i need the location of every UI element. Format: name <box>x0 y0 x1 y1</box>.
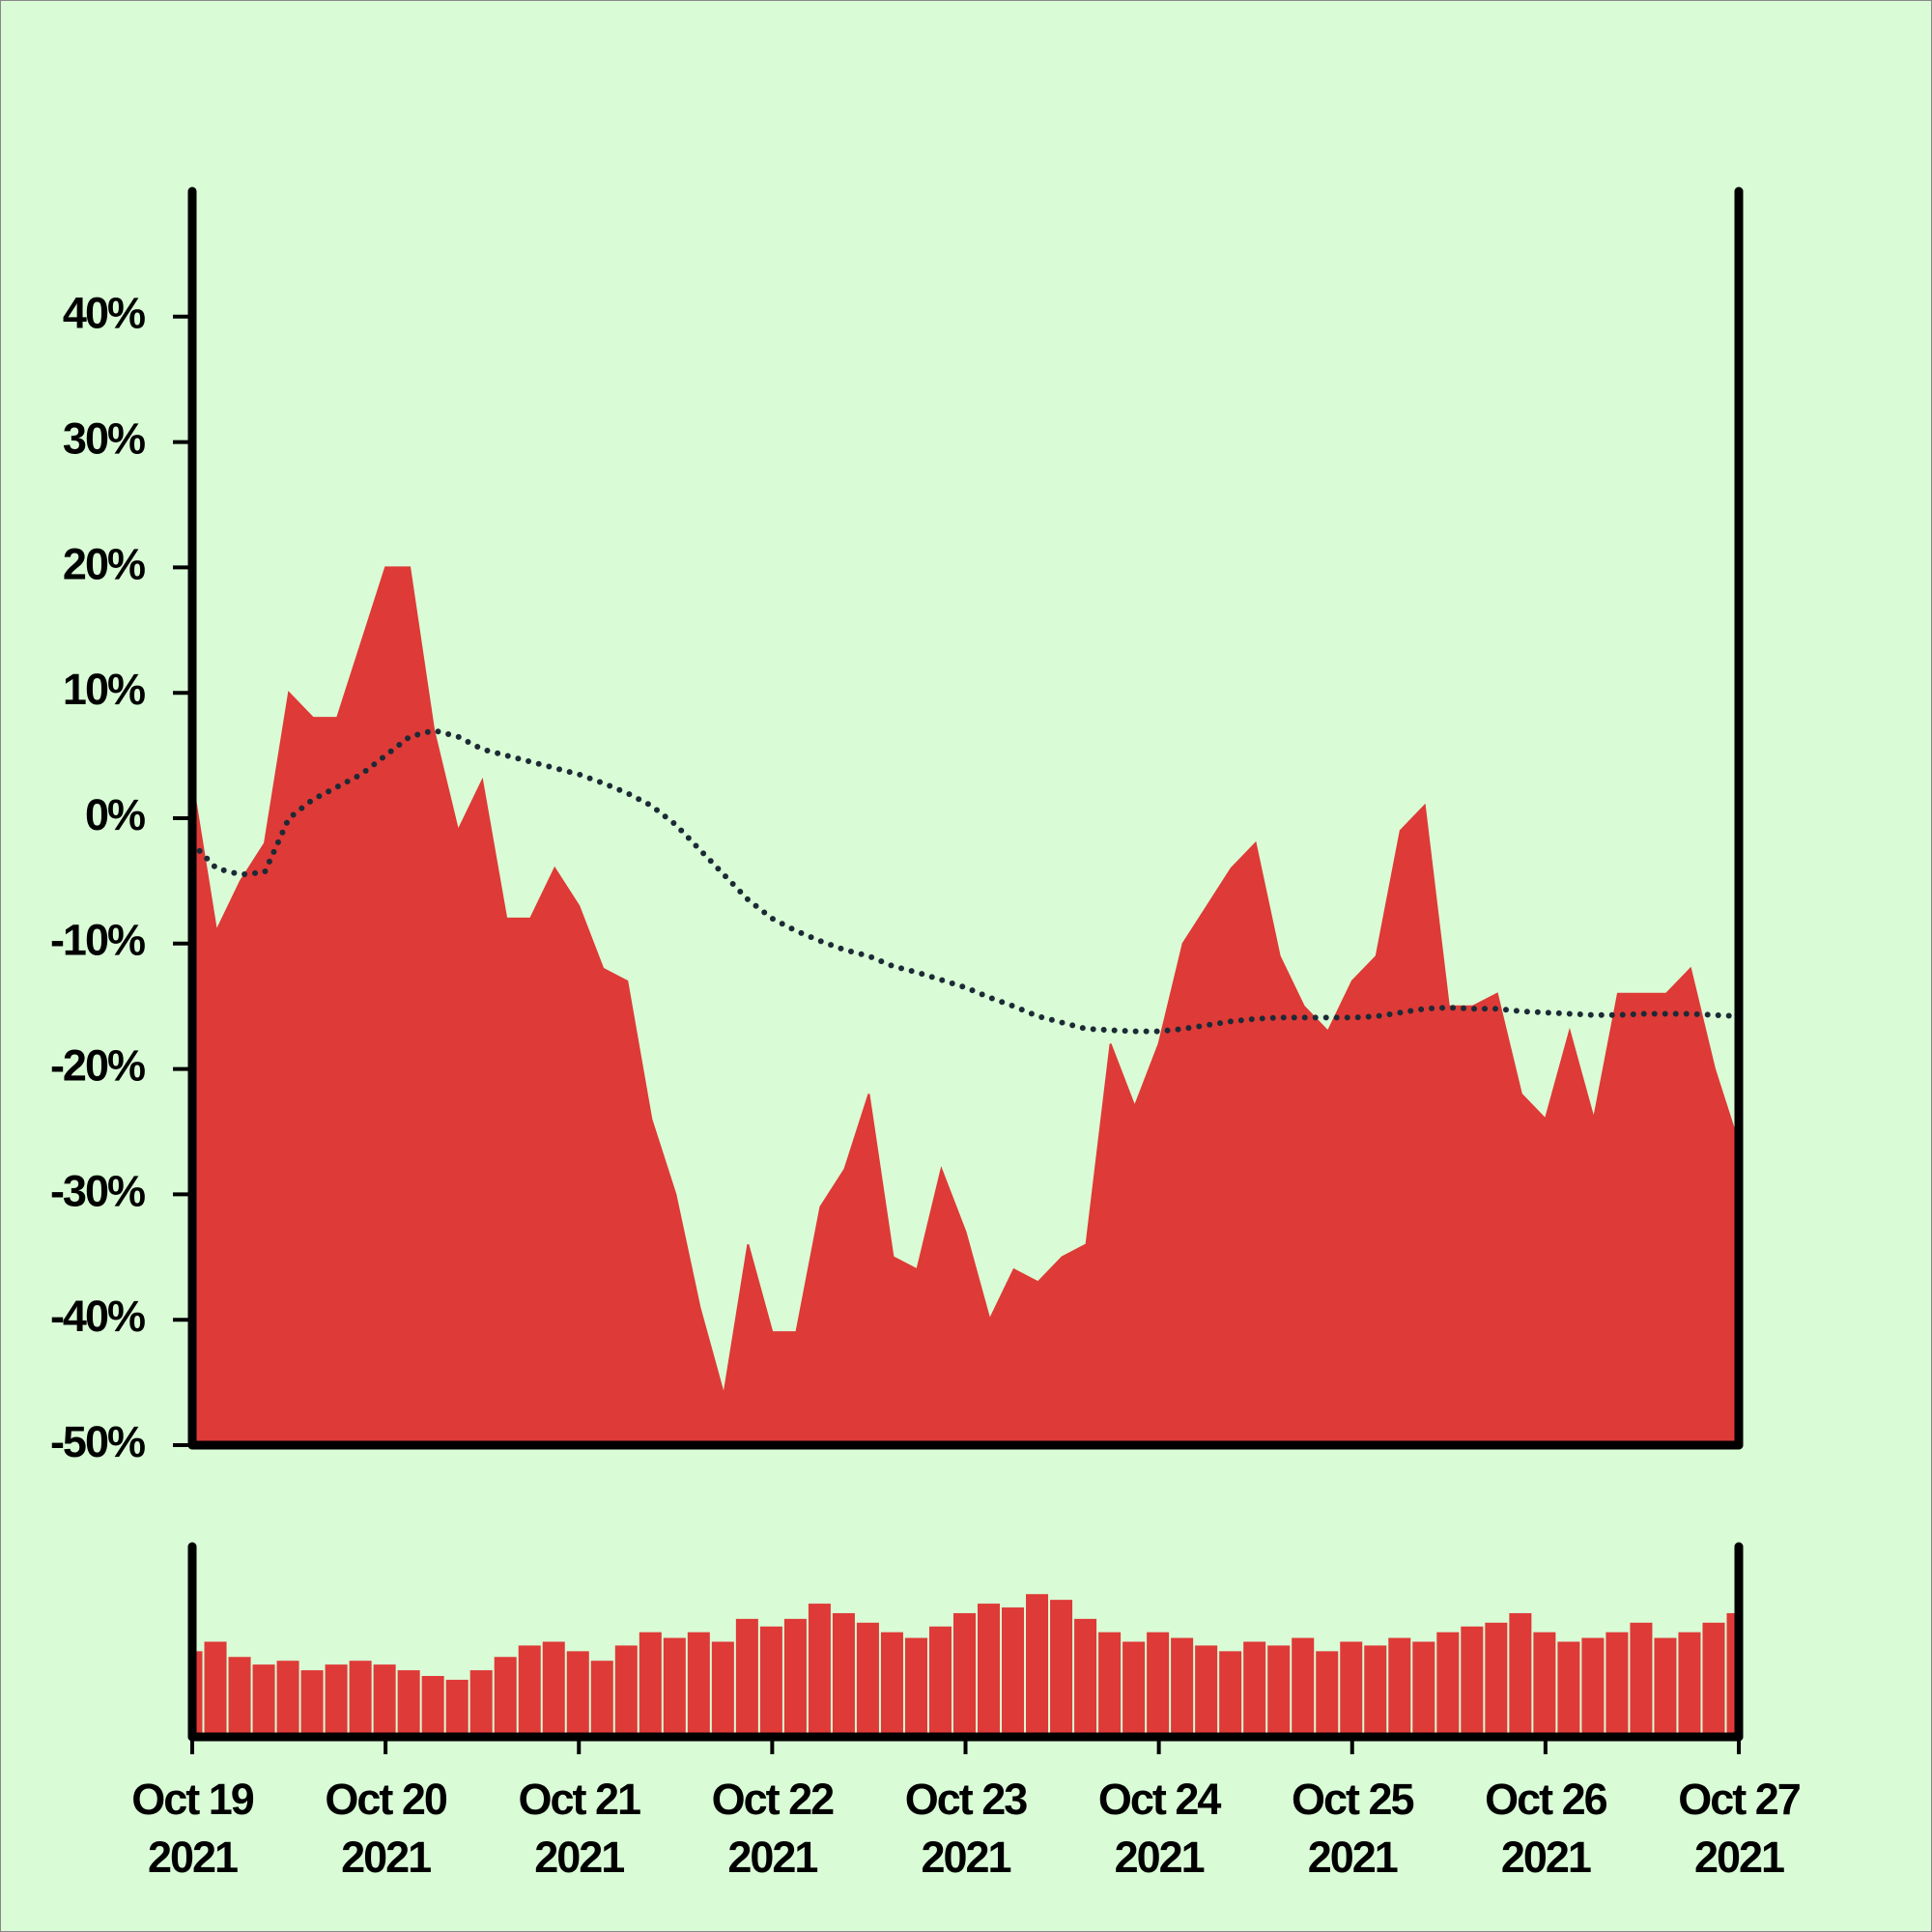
volume-bar <box>494 1657 517 1737</box>
volume-bar <box>1147 1632 1170 1737</box>
volume-bar <box>1219 1651 1242 1737</box>
volume-bar <box>1702 1622 1725 1737</box>
volume-bar <box>228 1657 251 1737</box>
volume-bar <box>252 1664 275 1737</box>
x-tick-label: Oct 27 <box>1678 1775 1801 1824</box>
volume-bar <box>1122 1641 1146 1737</box>
volume-bar <box>1605 1632 1629 1737</box>
volume-bar <box>325 1664 348 1737</box>
x-tick-label: Oct 22 <box>712 1775 835 1824</box>
volume-bar <box>276 1661 299 1737</box>
x-tick-label: 2021 <box>1115 1833 1205 1882</box>
area <box>191 566 1740 1446</box>
volume-bar <box>928 1626 952 1737</box>
x-tick-label: Oct 21 <box>518 1775 640 1824</box>
volume-bar <box>300 1670 324 1737</box>
volume-bar <box>1461 1626 1484 1737</box>
volume-bar <box>469 1670 493 1737</box>
volume-bar <box>614 1645 638 1737</box>
y-tick-label: -10% <box>50 916 145 965</box>
volume-bar <box>1243 1641 1266 1737</box>
y-tick-label: 0% <box>85 790 145 839</box>
volume-bar <box>832 1612 855 1737</box>
volume-bar <box>1340 1641 1363 1737</box>
y-tick-label: 20% <box>63 539 145 588</box>
volume-bar <box>856 1622 879 1737</box>
volume-bar <box>1678 1632 1701 1737</box>
volume-bar <box>711 1641 734 1737</box>
volume-bar <box>1267 1645 1291 1737</box>
volume-bar <box>192 1651 203 1737</box>
volume-bar <box>952 1612 977 1737</box>
y-tick-label: -50% <box>50 1417 145 1466</box>
volume-bar <box>373 1664 396 1737</box>
x-tick-label: 2021 <box>148 1833 238 1882</box>
volume-bar <box>1364 1645 1387 1737</box>
x-tick-label: 2021 <box>534 1833 624 1882</box>
volume-panel <box>192 1594 1739 1737</box>
volume-bar <box>687 1632 710 1737</box>
x-tick-label: Oct 26 <box>1485 1775 1607 1824</box>
volume-bar <box>1002 1607 1025 1737</box>
x-tick-label: Oct 19 <box>131 1775 254 1824</box>
volume-bar <box>1581 1637 1605 1737</box>
volume-bar <box>349 1661 372 1737</box>
volume-bar <box>1630 1622 1653 1737</box>
volume-bar <box>1509 1612 1532 1737</box>
volume-bar <box>1195 1645 1218 1737</box>
volume-bar <box>808 1604 831 1737</box>
x-tick-label: 2021 <box>921 1833 1010 1882</box>
x-tick-label: 2021 <box>1694 1833 1784 1882</box>
y-tick-label: -40% <box>50 1292 145 1341</box>
volume-bar <box>1074 1618 1097 1737</box>
volume-bar <box>542 1641 565 1737</box>
volume-bar <box>978 1604 1001 1737</box>
y-tick-label: 10% <box>63 665 145 714</box>
volume-bar <box>880 1632 903 1737</box>
volume-bar <box>1171 1637 1194 1737</box>
x-tick-label: 2021 <box>1308 1833 1398 1882</box>
volume-bar <box>518 1645 541 1737</box>
x-tick-label: Oct 23 <box>905 1775 1028 1824</box>
volume-bar <box>1485 1622 1508 1737</box>
volume-bar <box>783 1618 807 1737</box>
volume-bar <box>566 1651 589 1737</box>
volume-bar <box>1098 1632 1122 1737</box>
volume-bar <box>735 1618 758 1737</box>
volume-bar <box>1533 1632 1556 1737</box>
volume-bar <box>663 1637 686 1737</box>
x-tick-label: 2021 <box>727 1833 817 1882</box>
x-tick-label: 2021 <box>1501 1833 1591 1882</box>
volume-bar <box>1388 1637 1411 1737</box>
volume-bar <box>1654 1637 1677 1737</box>
volume-bar <box>397 1670 420 1737</box>
y-tick-label: 40% <box>63 289 145 338</box>
x-tick-label: Oct 24 <box>1098 1775 1222 1824</box>
volume-bar <box>1412 1641 1435 1737</box>
moving-average-line <box>189 727 1742 1035</box>
volume-bar <box>1292 1637 1315 1737</box>
volume-bar <box>1316 1651 1339 1737</box>
volume-bar <box>204 1641 227 1737</box>
axes: -50% -40% -30% -20% -10% 0% 10% 20% 30% 40% Oct 19… <box>50 186 1803 1882</box>
volume-bar <box>590 1661 613 1737</box>
volume-bar <box>904 1637 927 1737</box>
volume-bar <box>759 1626 782 1737</box>
y-tick-label: 30% <box>63 413 145 463</box>
x-tick-label: Oct 25 <box>1292 1775 1414 1824</box>
y-tick-label: -30% <box>50 1166 145 1215</box>
volume-bar <box>421 1675 444 1737</box>
volume-bar <box>1436 1632 1460 1737</box>
volume-bar <box>1026 1594 1049 1737</box>
volume-bar <box>445 1679 469 1737</box>
x-tick-label: Oct 20 <box>325 1775 447 1824</box>
x-tick-label: 2021 <box>341 1833 431 1882</box>
y-tick-label: -20% <box>50 1040 145 1090</box>
volume-bar <box>639 1632 662 1737</box>
volume-bar <box>1557 1641 1580 1737</box>
price-panel <box>189 566 1742 1446</box>
volume-bar <box>1050 1600 1073 1737</box>
